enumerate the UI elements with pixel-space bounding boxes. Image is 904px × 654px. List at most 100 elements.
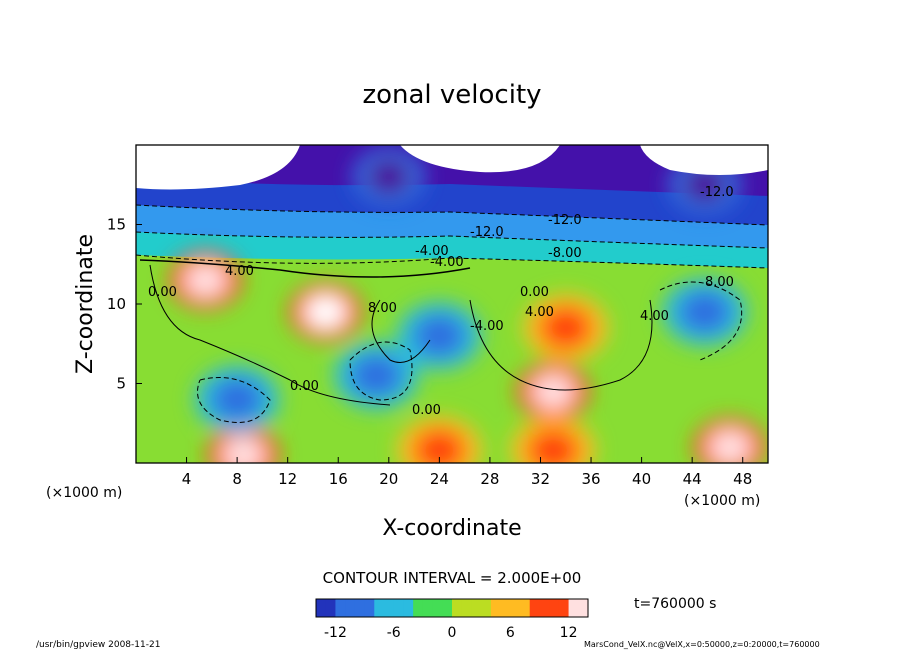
- colorbar-cell: [422, 599, 434, 617]
- x-tick-label: 44: [683, 470, 702, 488]
- footer-left: /usr/bin/gpview 2008-11-21: [36, 640, 161, 650]
- x-unit-label-right: (×1000 m): [684, 493, 760, 509]
- colorbar-cells: [316, 599, 589, 617]
- colorbar-cell: [568, 599, 579, 617]
- x-tick-label: 24: [430, 470, 449, 488]
- contour-label: 0.00: [290, 379, 319, 394]
- colorbar-tick-label: 0: [448, 625, 457, 641]
- colorbar-cell: [578, 599, 589, 617]
- colorbar-tick-label: -12: [324, 625, 347, 641]
- contour-label: -4.00: [415, 244, 449, 259]
- y-axis-label: Z-coordinate: [73, 234, 98, 374]
- colorbar-cell: [345, 599, 356, 617]
- colorbar-cell: [481, 599, 492, 617]
- white-cloud-patches: [136, 145, 768, 190]
- colorbar-cell: [384, 599, 395, 617]
- contour-label: 8.00: [368, 301, 397, 316]
- colorbar-cell: [393, 599, 405, 617]
- colorbar-tick-label: -6: [387, 625, 401, 641]
- contour-label: -8.00: [548, 246, 582, 261]
- contour-label: 0.00: [412, 403, 441, 418]
- x-tick-label: 40: [632, 470, 651, 488]
- colorbar-frame: [315, 598, 589, 618]
- colorbar-cell: [461, 599, 473, 617]
- x-ticks: 4 8 12 16 20 24 28 32 36 40 44 48: [182, 457, 752, 488]
- feature-core: [683, 166, 727, 203]
- contour-label: 4.00: [640, 309, 669, 324]
- time-label: t=760000 s: [634, 596, 716, 612]
- feature-core: [211, 378, 263, 421]
- feature-core: [679, 290, 730, 333]
- colorbar: -12 -6 0 6 12: [315, 598, 589, 641]
- y-tick-label: 10: [107, 295, 126, 313]
- contour-label: 8.00: [705, 275, 734, 290]
- colorbar-cell: [490, 599, 502, 617]
- colorbar-tick-label: 12: [560, 625, 578, 641]
- colorbar-cell: [374, 599, 385, 617]
- x-axis: 4 8 12 16 20 24 28 32 36 40 44 48 (×1000 m) (×1000 …: [46, 457, 760, 541]
- colorbar-cell: [452, 599, 463, 617]
- colorbar-cell: [471, 599, 482, 617]
- contour-label: -4.00: [470, 319, 504, 334]
- contour-label: 0.00: [520, 285, 549, 300]
- plot-area: -12.0-12.0-12.0-4.00-4.004.00-8.008.00-4…: [136, 145, 768, 463]
- x-tick-label: 48: [733, 470, 752, 488]
- x-tick-label: 28: [480, 470, 499, 488]
- feature-core: [221, 437, 266, 463]
- footer-right: MarsCond_VelX.nc@VelX,x=0:50000,z=0:2000…: [584, 640, 820, 649]
- feature-core: [350, 354, 402, 397]
- x-tick-label: 16: [329, 470, 348, 488]
- contour-label: 0.00: [148, 285, 177, 300]
- contour-label: 4.00: [225, 264, 254, 279]
- feature-core: [414, 429, 465, 463]
- colorbar-cell: [325, 599, 337, 617]
- colorbar-cell: [529, 599, 541, 617]
- colorbar-cell: [442, 599, 453, 617]
- colorbar-cell: [558, 599, 570, 617]
- x-tick-label: 36: [581, 470, 600, 488]
- feature-core: [527, 429, 579, 463]
- contour-interval: CONTOUR INTERVAL = 2.000E+00: [323, 569, 582, 587]
- colorbar-cell: [335, 599, 346, 617]
- feature-core: [708, 429, 752, 463]
- colorbar-cell: [500, 599, 511, 617]
- x-axis-label: X-coordinate: [382, 516, 521, 541]
- contour-label: -4.00: [430, 255, 464, 270]
- x-tick-label: 12: [278, 470, 297, 488]
- colorbar-cell: [549, 599, 560, 617]
- y-tick-label: 15: [107, 216, 126, 234]
- contour-lines: [136, 204, 768, 423]
- colorbar-cell: [364, 599, 375, 617]
- band-top-purple: [136, 145, 768, 196]
- feature-blobs: [169, 148, 767, 463]
- feature-core: [531, 373, 575, 410]
- x-tick-label: 32: [531, 470, 550, 488]
- y-tick-label: 5: [116, 375, 126, 393]
- feature-core: [304, 293, 348, 330]
- colorbar-tick-label: 6: [506, 625, 515, 641]
- colorbar-cell: [413, 599, 424, 617]
- colorbar-cell: [510, 599, 521, 617]
- colorbar-cell: [539, 599, 550, 617]
- contour-label: -12.0: [470, 225, 504, 240]
- colorbar-cell: [403, 599, 414, 617]
- feature-core: [183, 262, 228, 299]
- feature-core: [367, 158, 411, 195]
- y-axis: 5 10 15 Z-coordinate: [73, 216, 142, 393]
- y-ticks: 5 10 15: [107, 216, 142, 393]
- x-tick-label: 20: [379, 470, 398, 488]
- colorbar-cell: [520, 599, 531, 617]
- colorbar-ticks: -12 -6 0 6 12: [324, 625, 577, 641]
- contour-label: -12.0: [700, 185, 734, 200]
- x-unit-label-left: (×1000 m): [46, 485, 122, 501]
- colorbar-cell: [354, 599, 366, 617]
- colorbar-cell: [432, 599, 443, 617]
- x-tick-label: 4: [182, 470, 192, 488]
- colorbar-cell: [316, 599, 327, 617]
- contour-labels: -12.0-12.0-12.0-4.00-4.004.00-8.008.00-4…: [148, 185, 734, 418]
- chart-title: zonal velocity: [362, 80, 541, 110]
- feature-core: [540, 306, 591, 349]
- contour-label: -12.0: [548, 213, 582, 228]
- x-tick-label: 8: [232, 470, 242, 488]
